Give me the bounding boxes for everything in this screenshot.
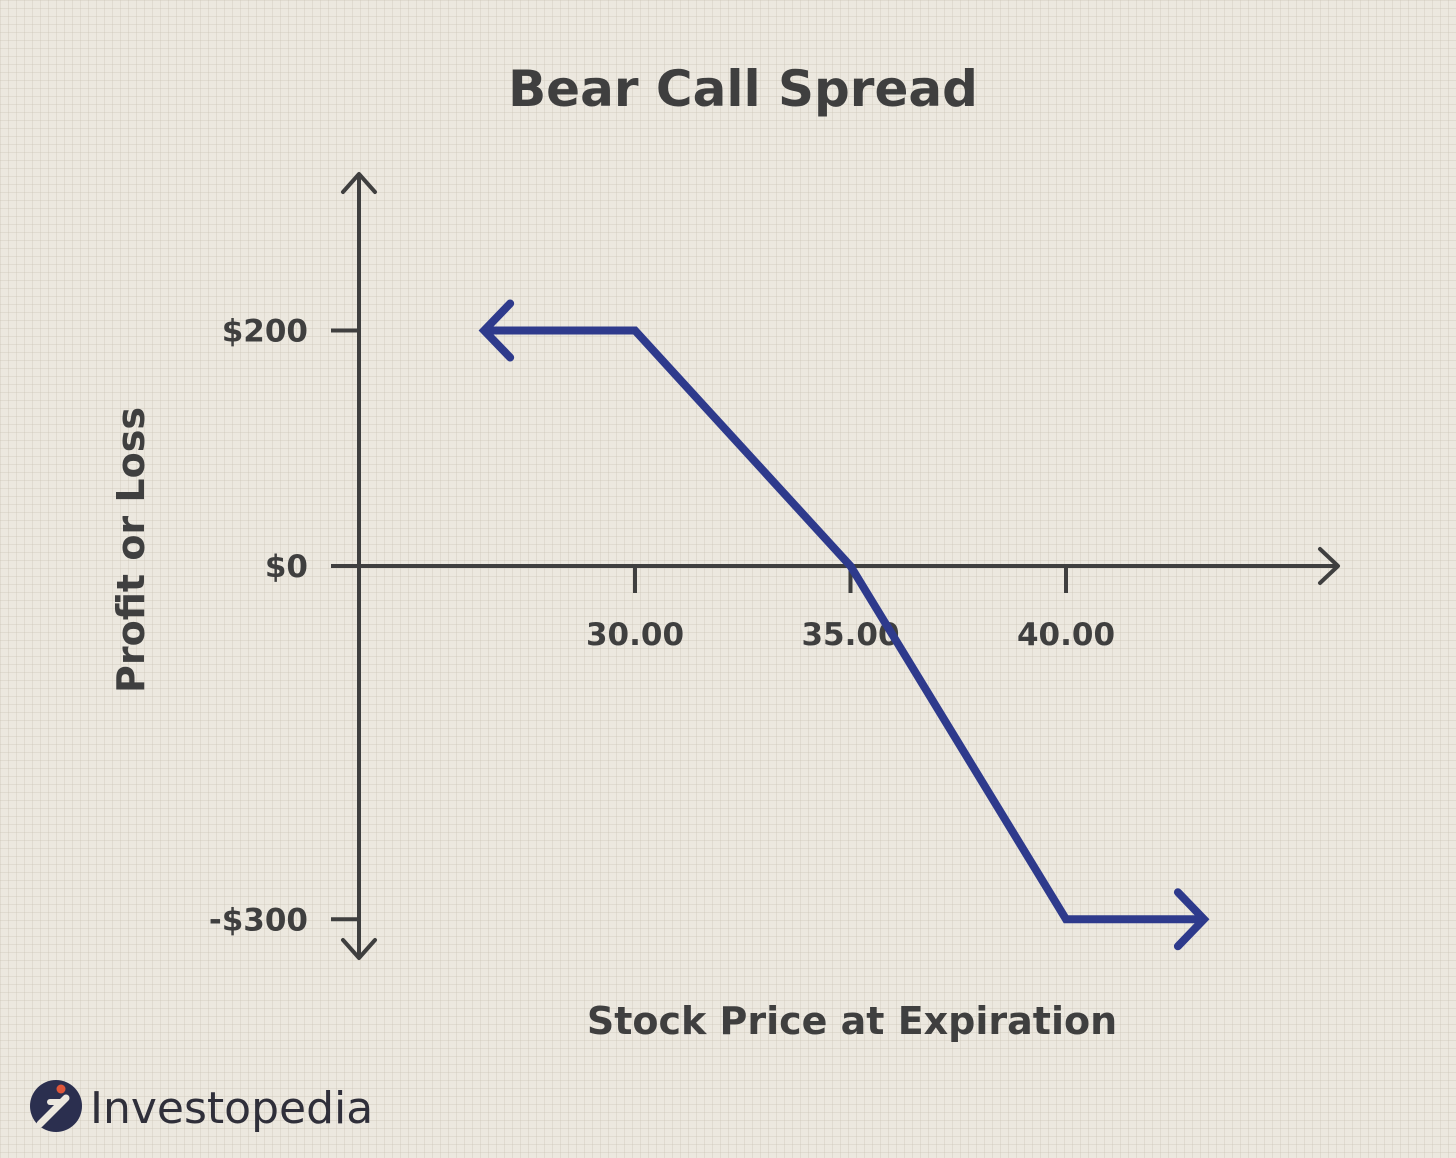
series-arrow-left [478,299,515,362]
y-tick-label: -$300 [209,902,308,938]
series-arrow-right [1173,888,1210,951]
axes [331,172,1340,960]
x-tick-label: 40.00 [1017,617,1115,653]
x-axis-arrow-right [1318,547,1340,585]
chart-title: Bear Call Spread [508,60,978,118]
series-line [484,326,1204,924]
brand-name: Investopedia [90,1083,373,1134]
x-tick-label: 30.00 [586,617,684,653]
y-axis-arrow-up [341,172,377,194]
y-tick-label: $200 [222,314,308,350]
y-axis-arrow-down [341,938,377,960]
investopedia-logo: Investopedia [30,1080,373,1134]
investopedia-logo-icon [30,1080,82,1132]
series [478,299,1210,951]
y-tick-label: $0 [265,549,308,585]
x-axis-label: Stock Price at Expiration [587,999,1117,1043]
y-axis-label: Profit or Loss [109,407,153,693]
